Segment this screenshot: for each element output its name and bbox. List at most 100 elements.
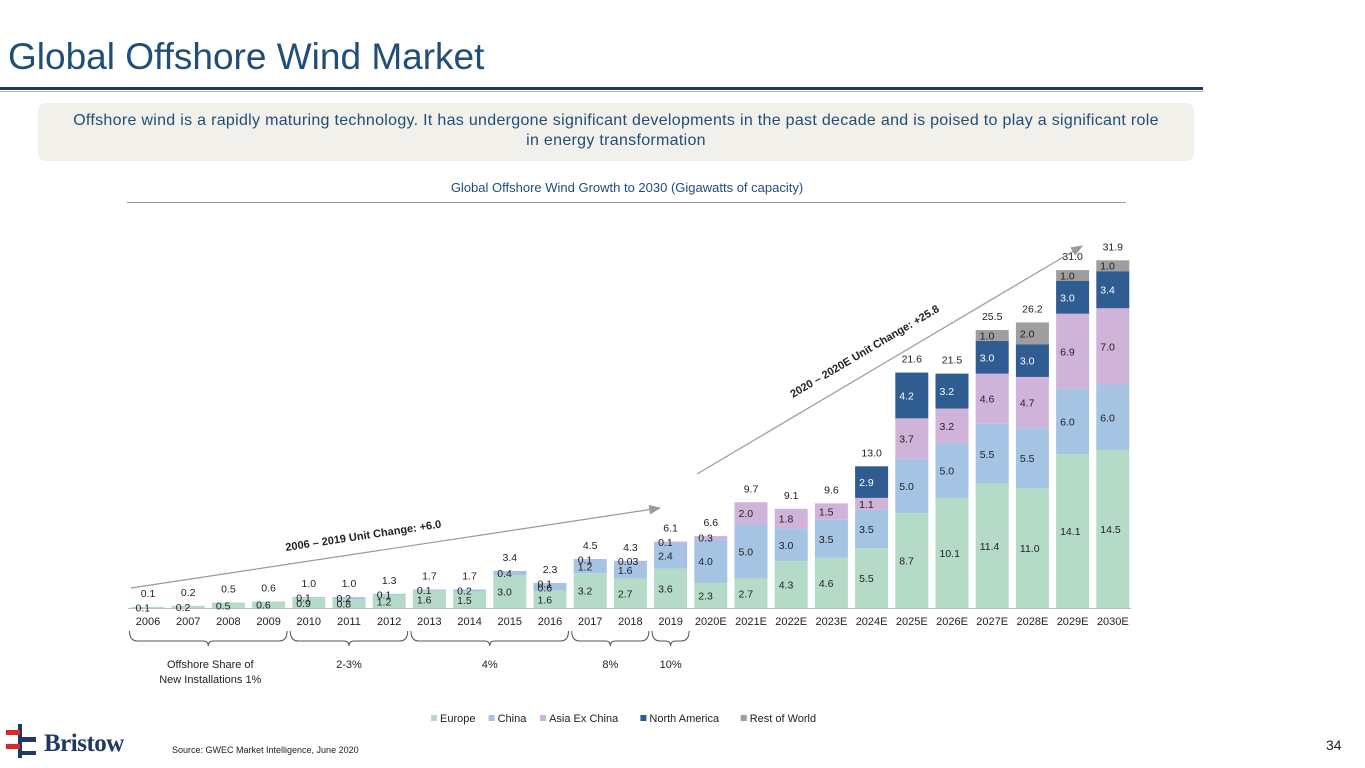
data-label-china: 5.5 — [1020, 453, 1035, 465]
data-label-asia-ex-china: 3.7 — [899, 434, 914, 446]
data-label-europe: 3.0 — [497, 587, 512, 599]
x-tick-label: 2029E — [1057, 616, 1089, 628]
bar-asia-ex-china-2020e — [694, 536, 728, 540]
bar-north-america-2029e — [1056, 281, 1090, 314]
chart-title: Global Offshore Wind Growth to 2030 (Gig… — [450, 180, 804, 195]
data-label-china: 3.5 — [819, 534, 834, 546]
data-label-asia-ex-china: 0.1 — [578, 554, 593, 566]
total-label: 31.9 — [1103, 241, 1124, 253]
data-label-china: 0.1 — [417, 585, 432, 597]
data-label-europe: 1.6 — [538, 594, 553, 606]
x-tick-label: 2021E — [735, 616, 767, 628]
bristow-logo: Bristow — [4, 722, 144, 762]
data-label-china: 0.2 — [337, 593, 352, 605]
data-label-asia-ex-china: 2.0 — [739, 508, 754, 520]
data-label-china: 4.0 — [698, 556, 713, 568]
total-label: 13.0 — [861, 447, 882, 459]
data-label-north-america: 3.4 — [1100, 285, 1115, 297]
bar-china-2015 — [493, 570, 527, 576]
x-tick-label: 2006 — [136, 616, 160, 628]
bar-china-2025e — [895, 458, 929, 514]
bar-china-2027e — [975, 423, 1009, 484]
bar-asia-ex-china-2016 — [533, 582, 567, 585]
x-tick-label: 2026E — [936, 616, 968, 628]
bar-europe-2009 — [252, 601, 286, 608]
bar-china-2030e — [1096, 384, 1130, 450]
share-label-line: 8% — [602, 659, 618, 671]
bar-asia-ex-china-2028e — [1015, 376, 1049, 429]
data-label-china: 5.0 — [739, 546, 754, 558]
x-tick-label: 2027E — [976, 616, 1008, 628]
data-label-europe: 10.1 — [940, 548, 961, 560]
data-label-europe: 0.8 — [337, 599, 352, 611]
bar-europe-2027e — [975, 483, 1009, 608]
summary-banner-text: Offshore wind is a rapidly maturing tech… — [73, 112, 1159, 149]
legend-label-europe: Europe — [440, 713, 475, 725]
data-label-china: 0.2 — [457, 586, 472, 598]
bar-china-2023e — [814, 519, 848, 558]
bar-china-2026e — [935, 443, 969, 498]
share-label: 2-3% — [336, 659, 362, 671]
bar-china-2010 — [292, 597, 326, 599]
total-label: 4.3 — [623, 542, 638, 554]
share-label: 8% — [602, 659, 618, 671]
bar-china-2016 — [533, 584, 567, 591]
data-label-north-america: 3.0 — [980, 352, 995, 364]
x-tick-label: 2011 — [337, 616, 361, 628]
legend-label-china: China — [498, 713, 528, 725]
data-label-china: 5.5 — [980, 449, 995, 461]
total-label: 0.5 — [221, 584, 236, 596]
share-brace — [571, 630, 650, 647]
data-label-asia-ex-china: 4.7 — [1020, 398, 1035, 410]
data-label-europe: 2.7 — [618, 588, 633, 600]
data-label-europe: 0.5 — [216, 600, 231, 612]
legend-swatch-europe — [431, 715, 437, 721]
data-label-china: 3.5 — [859, 524, 874, 536]
total-label: 4.5 — [583, 540, 598, 552]
growth-arrow-2006-2019 — [130, 504, 662, 589]
bar-china-2019 — [654, 542, 688, 569]
bar-europe-2018 — [613, 578, 647, 608]
bar-europe-2029e — [1056, 454, 1090, 608]
total-label: 9.1 — [784, 490, 799, 502]
bar-europe-2013 — [412, 590, 446, 608]
arrow-annotation-2006-2019: 2006 – 2019 Unit Change: +6.0 — [285, 519, 442, 554]
data-label-rest-of-world: 2.0 — [1020, 328, 1035, 340]
total-label: 1.3 — [382, 575, 397, 587]
bar-china-2011 — [332, 597, 366, 600]
x-tick-label: 2015 — [498, 616, 522, 628]
bar-asia-ex-china-2025e — [895, 418, 929, 459]
bar-asia-ex-china-2018 — [613, 560, 647, 562]
data-label-china: 5.0 — [899, 481, 914, 493]
bar-china-2012 — [372, 593, 406, 595]
total-label: 6.1 — [663, 523, 678, 535]
data-label-europe: 2.7 — [739, 588, 754, 600]
bar-north-america-2025e — [895, 372, 929, 419]
share-label-line: New Installations 1% — [159, 674, 261, 686]
share-brace — [289, 630, 409, 647]
bar-europe-2012 — [372, 594, 406, 608]
x-tick-label: 2009 — [256, 616, 280, 628]
bar-europe-2006 — [131, 606, 165, 608]
data-label-europe: 8.7 — [899, 556, 914, 568]
bar-china-2029e — [1056, 388, 1090, 455]
data-label-europe: 14.1 — [1060, 526, 1081, 538]
data-label-europe: 14.5 — [1100, 524, 1121, 536]
data-label-china: 0.6 — [538, 582, 553, 594]
data-label-north-america: 4.2 — [899, 390, 914, 402]
legend-label-rest-of-world: Rest of World — [750, 713, 816, 725]
bar-europe-2025e — [895, 513, 929, 608]
data-label-europe: 11.4 — [980, 541, 1000, 553]
bar-europe-2026e — [935, 497, 969, 608]
bar-north-america-2027e — [975, 340, 1009, 374]
data-label-north-america: 3.0 — [1060, 292, 1075, 304]
bar-north-america-2024e — [855, 466, 889, 498]
x-tick-label: 2028E — [1016, 616, 1048, 628]
data-label-europe: 1.5 — [457, 595, 472, 607]
bar-china-2017 — [573, 560, 607, 574]
bar-china-2022e — [774, 528, 808, 562]
x-tick-label: 2023E — [815, 616, 847, 628]
data-label-asia-ex-china: 0.3 — [698, 533, 713, 545]
source-note: Source: GWEC Market Intelligence, June 2… — [172, 745, 359, 755]
total-label: 26.2 — [1022, 303, 1043, 315]
